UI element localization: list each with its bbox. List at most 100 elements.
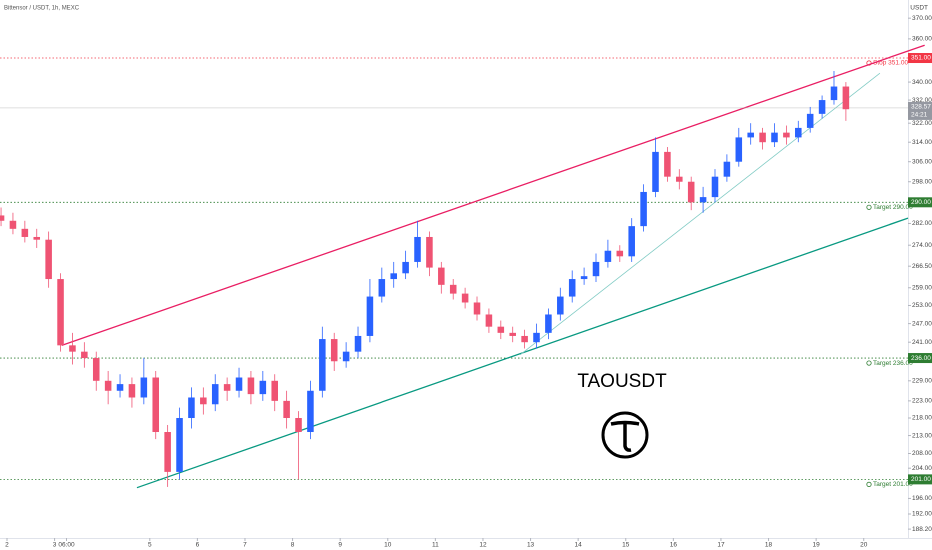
countdown-label: 24:21 [911,112,928,119]
x-tick-label: 8 [291,542,295,549]
x-tick-label: 13 [527,542,535,549]
x-tick-label: 3 [53,542,57,549]
candle-body [747,132,754,138]
y-tick-label: 306.00 [912,158,932,165]
candle-body [580,276,588,280]
candle-body [568,279,576,297]
candle-body [521,335,528,343]
candle-body [366,296,374,336]
level-axis-label: 236.00 [911,355,931,362]
level-axis-box [908,353,932,364]
y-tick-label: 208.00 [912,450,932,457]
candle-body [152,377,160,433]
candle-body [295,418,302,433]
x-tick-label: 7 [243,542,247,549]
y-axis-label: USDT [910,5,928,12]
candle-body [592,261,600,277]
candle-body [140,377,148,398]
x-tick-label: 18 [765,542,773,549]
candle-body [533,332,540,343]
x-tick-label: 11 [432,542,439,549]
candle-body [699,197,707,203]
x-tick-label: 5 [148,542,152,549]
candle-body [497,326,505,333]
candle-body [711,176,719,198]
candle-body [676,176,683,182]
candle-body [307,390,314,433]
y-tick-label: 266.50 [912,263,932,270]
candle-body [57,279,64,346]
candle-body [69,345,76,352]
level-text: Stop 351.00 [873,60,908,67]
x-tick-label: 10 [384,542,392,549]
x-tick-label: 06:00 [58,542,75,549]
candle-body [616,250,624,257]
logo [601,411,649,459]
candle-body [342,351,350,362]
candle-body [652,151,659,192]
candle-body [818,100,826,114]
candle-body [0,215,5,221]
candle-body [402,261,409,274]
candle-body [271,380,278,401]
y-tick-label: 360.00 [912,36,932,43]
trendline [61,44,925,346]
candle-body [92,358,100,381]
candle-body [735,137,743,162]
candle-body [414,236,421,262]
level-text: Target 290.00 [873,204,913,211]
candle-body [390,273,397,280]
candle-body [378,279,386,297]
candle-body [771,132,778,143]
candle-body [9,220,17,229]
level-text: Target 236.00 [873,360,913,367]
candle-body [449,284,457,294]
candle-body [485,314,493,327]
candle-body [438,267,445,285]
candle-body [806,113,814,128]
candle-body [104,380,112,391]
candle-body [128,384,136,398]
candle-body [188,397,195,419]
x-tick-label: 20 [860,542,868,549]
level-axis-label: 290.00 [911,199,931,206]
candle-body [723,161,731,177]
level-axis-box [908,53,932,64]
y-tick-label: 188.20 [912,526,932,533]
candle-body [223,384,231,391]
candle-body [247,377,255,395]
y-tick-label: 340.00 [912,79,932,86]
x-tick-label: 16 [670,542,678,549]
y-tick-label: 314.00 [912,139,932,146]
y-tick-label: 322.00 [912,120,932,127]
y-tick-label: 247.00 [912,320,932,327]
candle-body [759,132,766,143]
x-tick-label: 15 [622,542,630,549]
x-tick-label: 19 [813,542,821,549]
y-tick-label: 332.00 [912,97,932,104]
y-tick-label: 192.00 [912,511,932,518]
candle-body [640,191,647,227]
y-tick-label: 229.00 [912,378,932,385]
candle-body [628,226,635,257]
candle-body [509,332,516,336]
candle-body [45,239,52,280]
candle-body [21,228,29,237]
x-tick-label: 17 [717,542,725,549]
level-axis-box [908,197,932,208]
candle-body [319,339,326,391]
level-axis-label: 351.00 [911,55,931,62]
y-tick-label: 241.00 [912,339,932,346]
y-tick-label: 298.00 [912,178,932,185]
y-tick-label: 218.00 [912,415,932,422]
candle-body [461,293,469,303]
last-price-label: 328.57 [911,104,931,111]
candle-body [81,351,88,359]
last-price-box [908,101,932,120]
y-tick-label: 253.00 [912,302,932,309]
candle-body [830,86,838,101]
x-tick-label: 12 [479,542,487,549]
candle-body [473,302,481,315]
